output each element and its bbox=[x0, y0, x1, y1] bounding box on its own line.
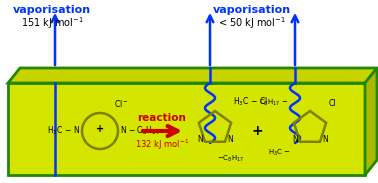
Text: 132 kJ mol$^{-1}$: 132 kJ mol$^{-1}$ bbox=[135, 138, 189, 152]
Text: N: N bbox=[228, 135, 233, 144]
Text: H$_3$C $-$ N: H$_3$C $-$ N bbox=[47, 125, 80, 137]
Text: N: N bbox=[322, 135, 328, 144]
Text: N: N bbox=[197, 135, 203, 144]
Text: vaporisation: vaporisation bbox=[213, 5, 291, 15]
Text: < 50 kJ mol$^{-1}$: < 50 kJ mol$^{-1}$ bbox=[218, 15, 286, 31]
Text: reaction: reaction bbox=[138, 113, 186, 123]
Text: H$_3$C $-$ Cl: H$_3$C $-$ Cl bbox=[233, 96, 268, 108]
Text: +: + bbox=[96, 124, 104, 134]
Polygon shape bbox=[365, 68, 377, 175]
Text: N: N bbox=[292, 135, 297, 144]
Text: C$_8$H$_{17}$ $-$: C$_8$H$_{17}$ $-$ bbox=[259, 98, 288, 108]
Text: vaporisation: vaporisation bbox=[13, 5, 91, 15]
Text: Cl: Cl bbox=[329, 99, 336, 108]
Text: H$_3$C $-$: H$_3$C $-$ bbox=[268, 148, 291, 158]
Polygon shape bbox=[8, 83, 365, 175]
Text: 151 kJ mol$^{-1}$: 151 kJ mol$^{-1}$ bbox=[20, 15, 84, 31]
Text: $-$C$_8$H$_{17}$: $-$C$_8$H$_{17}$ bbox=[217, 154, 244, 164]
Text: N $-$ C$_8$H$_{17}$: N $-$ C$_8$H$_{17}$ bbox=[120, 125, 160, 137]
Text: Cl$^-$: Cl$^-$ bbox=[114, 98, 129, 109]
Text: +: + bbox=[251, 124, 263, 138]
Polygon shape bbox=[8, 68, 377, 83]
